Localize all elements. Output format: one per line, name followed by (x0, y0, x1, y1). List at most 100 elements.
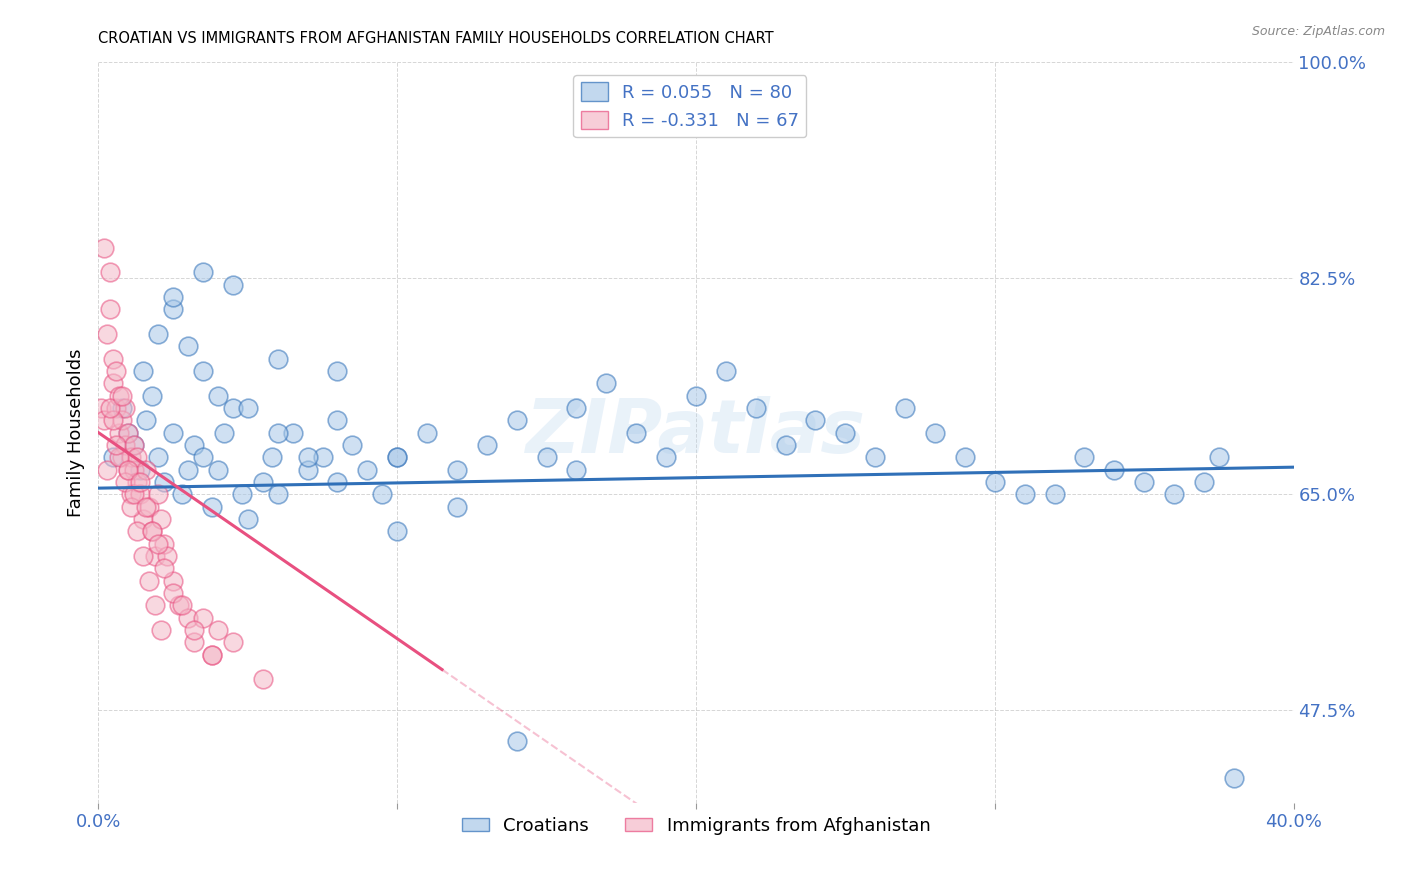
Point (141, 524, 163, 539)
Point (236, 401, 259, 415)
Point (108, 389, 131, 403)
Point (114, 475, 136, 489)
Point (98, 302, 122, 317)
Point (252, 673, 274, 687)
Point (150, 512, 173, 526)
Point (143, 549, 166, 563)
Point (111, 389, 134, 403)
Point (222, 401, 245, 415)
Point (132, 549, 155, 563)
Point (446, 462, 468, 476)
Point (236, 512, 259, 526)
Point (103, 450, 125, 465)
Point (183, 635, 205, 649)
Point (150, 623, 173, 637)
Point (191, 610, 214, 624)
Point (143, 599, 166, 613)
Point (267, 425, 290, 440)
Point (1014, 487, 1036, 501)
Point (117, 425, 139, 440)
Point (98, 265, 122, 279)
Point (834, 425, 856, 440)
Point (117, 462, 139, 476)
Point (177, 462, 200, 476)
Point (120, 500, 142, 514)
Point (565, 462, 588, 476)
Y-axis label: Family Households: Family Households (66, 349, 84, 516)
Point (385, 450, 409, 465)
Point (129, 487, 152, 501)
Point (356, 462, 378, 476)
Point (129, 475, 152, 489)
Point (124, 438, 146, 452)
Point (326, 475, 349, 489)
Point (260, 450, 283, 465)
Point (148, 326, 170, 341)
Point (132, 364, 155, 378)
Point (117, 462, 139, 476)
Point (120, 487, 142, 501)
Point (207, 462, 229, 476)
Point (111, 413, 134, 427)
Point (111, 450, 134, 465)
Point (120, 450, 142, 465)
Point (93, 240, 115, 255)
Point (148, 537, 170, 551)
Point (141, 524, 163, 539)
Point (124, 462, 146, 476)
Point (132, 512, 155, 526)
Point (1043, 487, 1066, 501)
Point (108, 450, 131, 465)
Point (506, 734, 529, 748)
Legend: Croatians, Immigrants from Afghanistan: Croatians, Immigrants from Afghanistan (454, 809, 938, 842)
Point (156, 549, 179, 563)
Point (135, 462, 157, 476)
Point (177, 339, 200, 353)
Point (371, 487, 394, 501)
Point (138, 574, 160, 588)
Point (162, 290, 184, 304)
Point (172, 599, 194, 613)
Point (201, 648, 224, 662)
Point (90, 401, 112, 415)
Point (326, 364, 349, 378)
Point (1104, 462, 1126, 476)
Point (231, 487, 253, 501)
Point (953, 450, 976, 465)
Point (201, 500, 224, 514)
Text: Source: ZipAtlas.com: Source: ZipAtlas.com (1251, 25, 1385, 38)
Point (117, 425, 139, 440)
Point (153, 475, 176, 489)
Point (103, 413, 125, 427)
Point (108, 425, 131, 440)
Point (129, 462, 152, 476)
Point (93, 413, 115, 427)
Point (148, 450, 170, 465)
Point (475, 438, 498, 452)
Point (207, 389, 229, 403)
Point (252, 475, 274, 489)
Point (446, 500, 468, 514)
Point (655, 450, 678, 465)
Point (595, 376, 617, 391)
Point (297, 450, 319, 465)
Point (804, 413, 827, 427)
Point (311, 450, 333, 465)
Point (222, 635, 245, 649)
Point (124, 487, 146, 501)
Point (1223, 771, 1246, 785)
Point (342, 438, 364, 452)
Point (1208, 450, 1230, 465)
Point (105, 364, 128, 378)
Point (148, 487, 170, 501)
Point (138, 500, 160, 514)
Point (326, 413, 349, 427)
Point (1133, 475, 1156, 489)
Point (267, 487, 290, 501)
Text: ZIPatlas: ZIPatlas (526, 396, 866, 469)
Point (127, 524, 149, 539)
Point (212, 425, 235, 440)
Point (96, 462, 118, 476)
Point (984, 475, 1007, 489)
Point (191, 450, 214, 465)
